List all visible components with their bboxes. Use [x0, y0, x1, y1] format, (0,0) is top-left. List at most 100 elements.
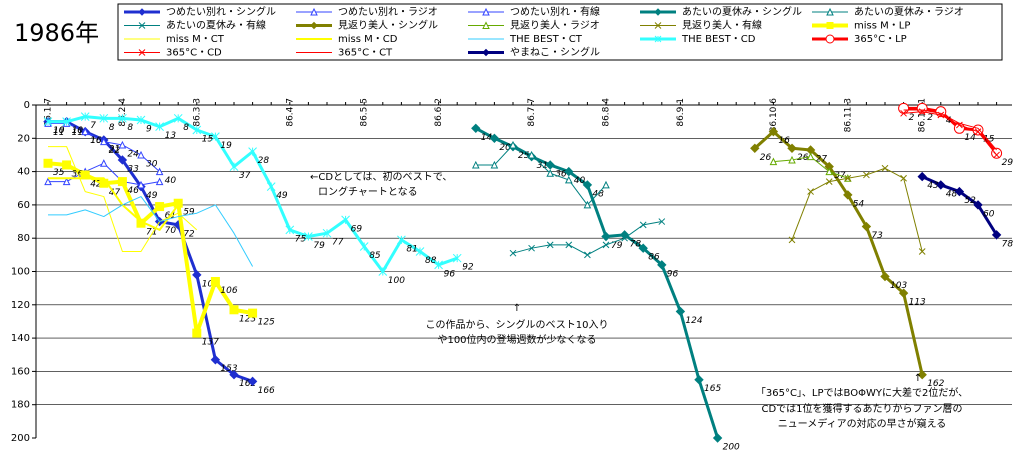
point — [918, 248, 926, 255]
point — [806, 152, 815, 161]
value-label: 37 — [239, 171, 251, 181]
legend-label: 見返り美人・シングル — [338, 19, 438, 32]
point — [788, 236, 796, 244]
point — [322, 228, 332, 238]
value-label: 8 — [109, 123, 115, 133]
y-tick-label: 140 — [11, 333, 30, 344]
series-line — [791, 167, 923, 252]
series-line — [753, 130, 924, 376]
point — [528, 244, 535, 252]
point — [415, 247, 425, 256]
series-line — [475, 144, 607, 206]
legend-label: あたいの夏休み・有線 — [166, 19, 266, 32]
value-label: 15 — [202, 134, 214, 144]
value-label: 21 — [109, 144, 120, 154]
series-line — [903, 111, 997, 156]
value-label: 137 — [202, 338, 219, 348]
point — [769, 157, 778, 166]
y-tick-label: 160 — [11, 366, 30, 377]
point — [471, 123, 481, 134]
value-label: 49 — [146, 191, 158, 201]
value-label: 162 — [239, 379, 256, 389]
annotation: 「365°C」、LPではBOΦWYに大差で2位だが、 — [756, 386, 968, 399]
point — [43, 117, 53, 127]
value-label: 85 — [369, 251, 381, 261]
point — [341, 215, 350, 225]
point — [658, 218, 666, 225]
point — [192, 270, 202, 280]
point — [117, 177, 127, 187]
value-label: 40 — [574, 176, 586, 186]
value-label: 106 — [220, 286, 237, 296]
value-label: 16 — [778, 136, 790, 146]
value-label: 26 — [760, 153, 772, 163]
point — [863, 171, 870, 179]
point — [229, 305, 239, 315]
point — [489, 133, 500, 144]
value-label: 16 — [90, 136, 102, 146]
annotation: CDでは1位を獲得するあたりからファン層の — [761, 402, 962, 415]
point — [917, 171, 927, 182]
value-label: 78 — [1002, 239, 1014, 249]
value-label: 4 — [946, 116, 952, 126]
point — [62, 117, 71, 127]
annotation: ロングチャートとなる — [318, 185, 418, 198]
value-label: 71 — [146, 228, 157, 238]
annotation: ←CDとしては、初のベストで、 — [310, 170, 452, 183]
x-tick-label: 86.9.1 — [676, 98, 686, 127]
value-label: 20 — [499, 143, 511, 153]
legend-label: あたいの夏休み・シングル — [682, 5, 802, 18]
annotation: ↑ — [513, 303, 521, 314]
point — [118, 113, 127, 123]
point — [155, 202, 165, 212]
value-label: 86 — [648, 253, 660, 263]
point — [434, 260, 443, 270]
point — [44, 177, 52, 186]
legend-label: THE BEST・CD — [681, 34, 756, 45]
point — [657, 260, 667, 270]
point — [155, 177, 164, 186]
value-label: 59 — [183, 208, 195, 218]
point — [527, 150, 536, 159]
value-label: 37 — [834, 171, 846, 181]
point — [787, 143, 797, 153]
point — [397, 235, 406, 245]
annotation: ニューメディアの対応の早さが窺える — [778, 417, 947, 430]
value-label: 49 — [276, 191, 288, 201]
value-label: 69 — [351, 224, 363, 234]
point — [991, 147, 1003, 159]
point — [99, 113, 109, 123]
point — [248, 147, 257, 156]
value-label: 102 — [202, 279, 219, 289]
legend-marker — [654, 22, 662, 29]
x-tick-label: 86.12.1 — [918, 98, 928, 132]
point — [80, 112, 90, 122]
point — [247, 376, 258, 387]
value-label: 60 — [983, 209, 995, 219]
value-label: 125 — [258, 318, 275, 328]
point — [582, 180, 593, 190]
legend-marker — [825, 34, 835, 44]
annotation: この作品から、シングルのベスト10入り — [426, 318, 609, 331]
chart-title: 1986年 — [14, 19, 99, 47]
legend-label: THE BEST・CT — [509, 34, 583, 45]
value-label: 36 — [555, 169, 567, 179]
value-label: 153 — [220, 364, 237, 374]
point — [285, 225, 295, 235]
legend-label: miss M・LP — [854, 21, 910, 32]
point — [546, 241, 554, 249]
value-label: 33 — [127, 164, 139, 174]
legend-label: 見返り美人・ラジオ — [510, 19, 600, 32]
series-line — [48, 177, 180, 231]
legend-label: miss M・CD — [338, 34, 398, 45]
value-label: 124 — [685, 316, 702, 326]
value-label: 16 — [90, 136, 102, 146]
value-label: 11 — [72, 128, 83, 138]
legend-label: 見返り美人・有線 — [682, 19, 762, 32]
y-tick-label: 40 — [17, 167, 30, 178]
legend-label: やまねこ・シングル — [510, 46, 600, 59]
x-tick-label: 86.1.7 — [44, 98, 54, 127]
series-line — [48, 146, 198, 253]
x-tick-label: 86.10.6 — [769, 98, 779, 133]
point — [210, 276, 220, 286]
